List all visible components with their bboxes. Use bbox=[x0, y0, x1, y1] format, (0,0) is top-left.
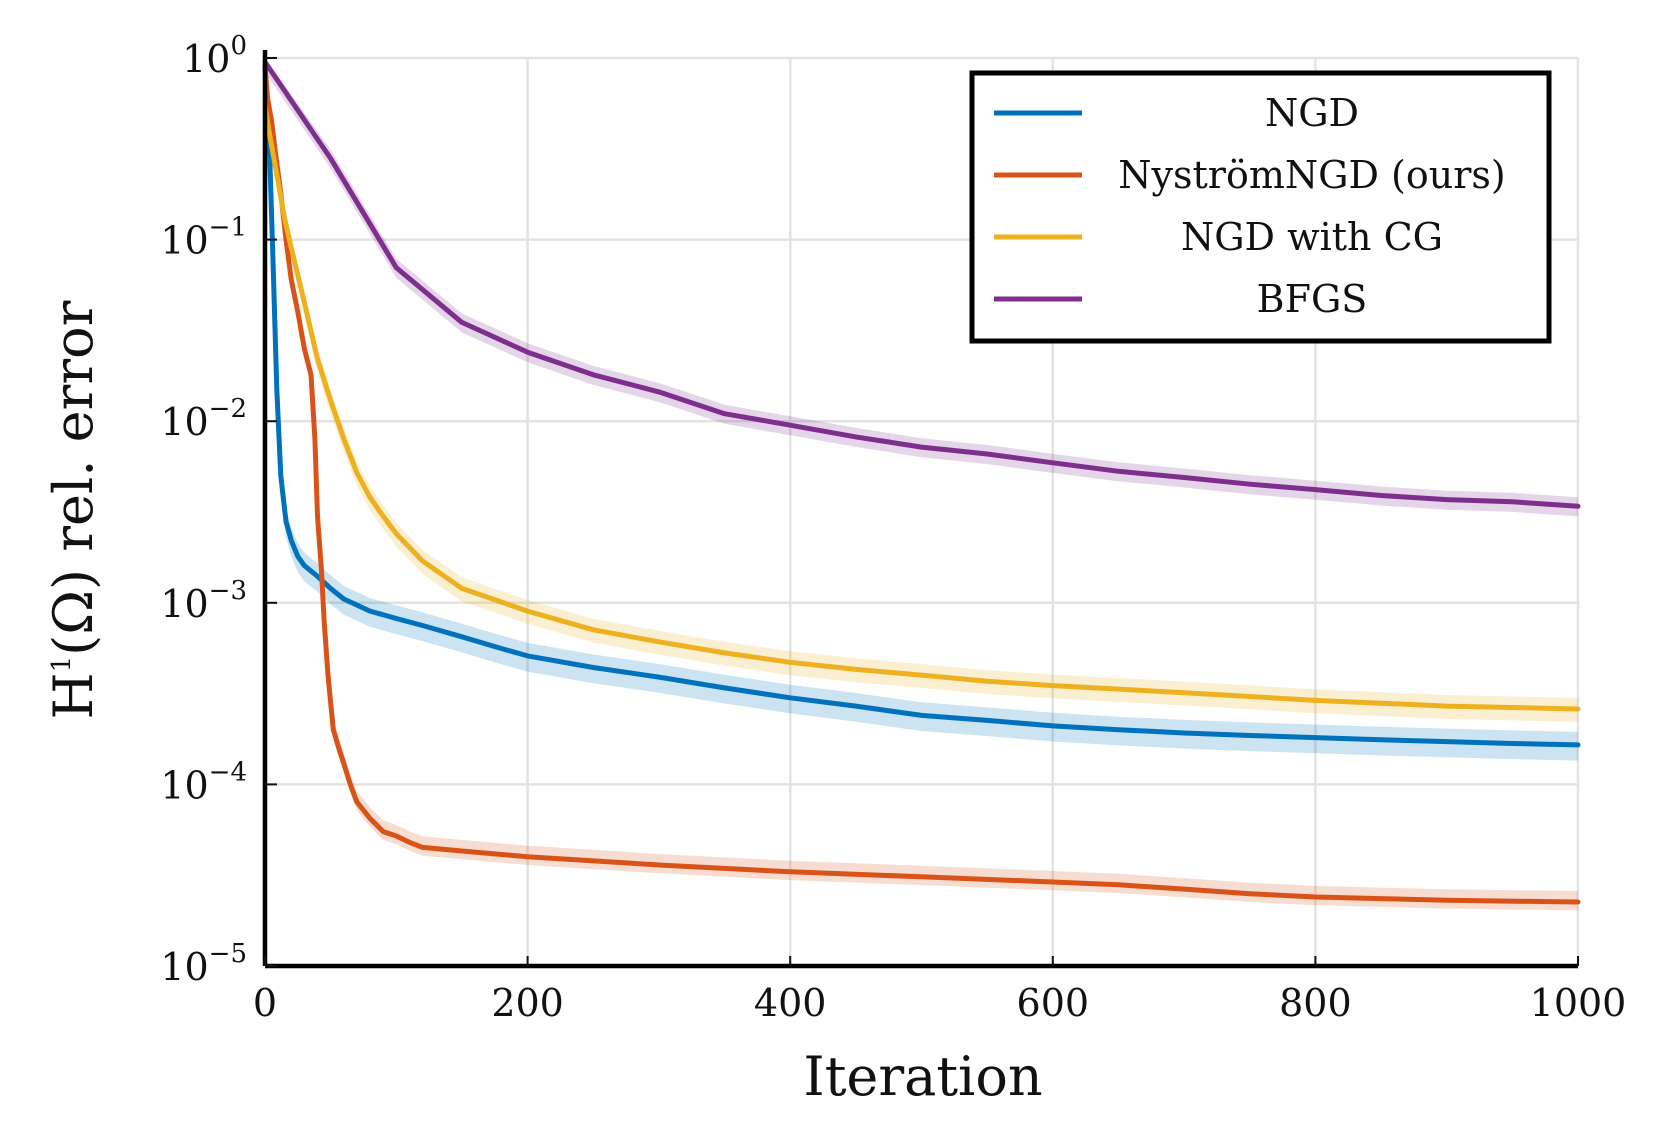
y-tick-label: 100 bbox=[182, 31, 247, 81]
y-tick-label: 10−1 bbox=[160, 213, 247, 263]
y-axis-title-base: H bbox=[42, 672, 105, 719]
x-tick-label: 400 bbox=[754, 981, 827, 1025]
axis-layer bbox=[262, 50, 1578, 969]
line-layer bbox=[262, 59, 1581, 905]
legend-label: BFGS bbox=[1257, 277, 1368, 321]
x-tick-label: 1000 bbox=[1530, 981, 1627, 1025]
x-tick-label: 600 bbox=[1017, 981, 1090, 1025]
legend-box bbox=[969, 70, 1552, 344]
y-tick-label: 10−5 bbox=[160, 939, 247, 989]
y-tick-label: 10−3 bbox=[160, 576, 247, 626]
series-line-bfgs bbox=[262, 59, 1581, 509]
legend-label: NGD bbox=[1265, 91, 1359, 135]
band-layer bbox=[265, 58, 1578, 911]
y-tick-label: 10−4 bbox=[160, 757, 247, 807]
series-line-ngd bbox=[262, 63, 1581, 748]
legend-label: NyströmNGD (ours) bbox=[1118, 153, 1505, 197]
band-nystr-mngd-ours bbox=[265, 58, 1578, 911]
x-tick-label: 800 bbox=[1279, 981, 1352, 1025]
x-axis-title: Iteration bbox=[803, 1045, 1042, 1108]
y-axis-title-rest: (Ω) rel. error bbox=[42, 300, 105, 656]
legend-label: NGD with CG bbox=[1181, 215, 1443, 259]
x-tick-label: 0 bbox=[253, 981, 277, 1025]
y-tick-label: 10−2 bbox=[160, 394, 247, 444]
series-line-nystr-mngd-ours bbox=[262, 63, 1581, 905]
y-axis-title-sup: 1 bbox=[47, 656, 77, 673]
tick-layer: 0 200 400 600 800 1000 100 10−1 10−2 10−3 10−4 10−5 bbox=[160, 31, 1626, 1025]
legend: NGD NyströmNGD (ours) NGD with CG BFGS bbox=[969, 70, 1552, 344]
series-line-ngd-with-cg bbox=[262, 102, 1581, 712]
y-axis-title: H1(Ω) rel. error bbox=[42, 300, 105, 719]
x-tick-label: 200 bbox=[491, 981, 564, 1025]
